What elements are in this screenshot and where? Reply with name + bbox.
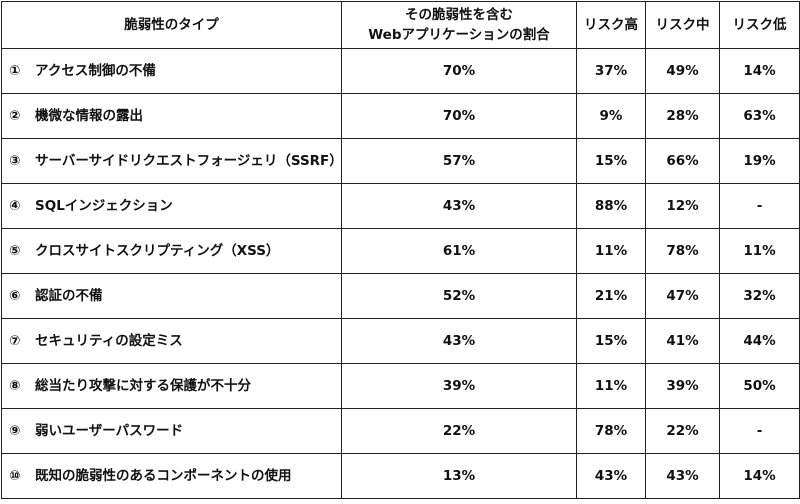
row-index: ③ — [9, 153, 21, 169]
cell-vulnerability-type: ③ サーバーサイドリクエストフォージェリ（SSRF） — [1, 138, 343, 184]
cell-webapp-ratio: 70% — [341, 48, 577, 94]
row-index: ① — [9, 63, 21, 79]
vulnerability-type-label: 既知の脆弱性のあるコンポーネントの使用 — [35, 468, 292, 484]
vulnerability-type-label: アクセス制御の不備 — [35, 63, 156, 79]
table-row: ⑥ 認証の不備 52% 21% 47% 32% — [1, 273, 800, 319]
row-index: ⑩ — [9, 468, 21, 484]
cell-risk-mid: 43% — [645, 453, 720, 499]
header-webapp-ratio: その脆弱性を含む Webアプリケーションの割合 — [341, 1, 577, 49]
header-risk-high: リスク高 — [576, 1, 646, 49]
header-webapp-ratio-line1: その脆弱性を含む — [405, 7, 513, 23]
table-row: ① アクセス制御の不備 70% 37% 49% 14% — [1, 48, 800, 94]
table-body: ① アクセス制御の不備 70% 37% 49% 14% ② 機微な情報の露出 70% 9% 28% 6… — [1, 48, 800, 499]
header-vulnerability-type: 脆弱性のタイプ — [1, 1, 342, 49]
cell-risk-low: - — [719, 183, 800, 229]
vulnerability-type-label: SQLインジェクション — [35, 198, 173, 214]
cell-risk-high: 15% — [576, 318, 646, 364]
cell-risk-low: 14% — [719, 453, 800, 499]
vulnerability-type-label: 認証の不備 — [35, 288, 103, 304]
cell-webapp-ratio: 70% — [341, 93, 577, 139]
cell-risk-low: 50% — [719, 363, 800, 409]
cell-webapp-ratio: 43% — [341, 318, 577, 364]
cell-risk-mid: 66% — [645, 138, 720, 184]
row-index: ⑨ — [9, 423, 21, 439]
cell-risk-high: 11% — [576, 363, 646, 409]
cell-risk-low: 14% — [719, 48, 800, 94]
table-row: ⑤ クロスサイトスクリプティング（XSS） 61% 11% 78% 11% — [1, 228, 800, 274]
cell-risk-mid: 22% — [645, 408, 720, 454]
table-row: ③ サーバーサイドリクエストフォージェリ（SSRF） 57% 15% 66% 19% — [1, 138, 800, 184]
cell-risk-mid: 12% — [645, 183, 720, 229]
cell-webapp-ratio: 61% — [341, 228, 577, 274]
cell-risk-low: 19% — [719, 138, 800, 184]
row-index: ⑦ — [9, 333, 21, 349]
row-index: ④ — [9, 198, 21, 214]
table-row: ⑨ 弱いユーザーパスワード 22% 78% 22% - — [1, 408, 800, 454]
cell-webapp-ratio: 22% — [341, 408, 577, 454]
cell-risk-low: - — [719, 408, 800, 454]
cell-vulnerability-type: ④ SQLインジェクション — [1, 183, 342, 229]
vulnerability-type-label: セキュリティの設定ミス — [35, 333, 183, 349]
table-header-row: 脆弱性のタイプ その脆弱性を含む Webアプリケーションの割合 リスク高 リスク… — [1, 1, 800, 49]
row-index: ② — [9, 108, 21, 124]
cell-vulnerability-type: ⑥ 認証の不備 — [1, 273, 342, 319]
row-index: ⑤ — [9, 243, 21, 259]
header-risk-mid: リスク中 — [645, 1, 720, 49]
vulnerability-type-label: サーバーサイドリクエストフォージェリ（SSRF） — [35, 153, 343, 169]
cell-risk-low: 11% — [719, 228, 800, 274]
cell-webapp-ratio: 52% — [341, 273, 577, 319]
vulnerability-type-label: 機微な情報の露出 — [35, 108, 143, 124]
cell-vulnerability-type: ⑤ クロスサイトスクリプティング（XSS） — [1, 228, 342, 274]
cell-vulnerability-type: ⑧ 総当たり攻撃に対する保護が不十分 — [1, 363, 342, 409]
cell-webapp-ratio: 43% — [341, 183, 577, 229]
row-index: ⑧ — [9, 378, 21, 394]
cell-vulnerability-type: ① アクセス制御の不備 — [1, 48, 342, 94]
table-row: ⑩ 既知の脆弱性のあるコンポーネントの使用 13% 43% 43% 14% — [1, 453, 800, 499]
vulnerability-type-label: 総当たり攻撃に対する保護が不十分 — [35, 378, 251, 394]
cell-risk-high: 88% — [576, 183, 646, 229]
cell-risk-high: 21% — [576, 273, 646, 319]
cell-risk-mid: 78% — [645, 228, 720, 274]
header-webapp-ratio-line2: Webアプリケーションの割合 — [368, 27, 550, 43]
vulnerability-type-label: 弱いユーザーパスワード — [35, 423, 184, 439]
cell-webapp-ratio: 13% — [341, 453, 577, 499]
cell-risk-low: 44% — [719, 318, 800, 364]
cell-webapp-ratio: 57% — [341, 138, 577, 184]
cell-vulnerability-type: ⑨ 弱いユーザーパスワード — [1, 408, 342, 454]
table-row: ④ SQLインジェクション 43% 88% 12% - — [1, 183, 800, 229]
cell-risk-high: 15% — [576, 138, 646, 184]
vulnerability-type-label: クロスサイトスクリプティング（XSS） — [35, 243, 280, 259]
cell-risk-mid: 39% — [645, 363, 720, 409]
cell-risk-high: 43% — [576, 453, 646, 499]
cell-risk-high: 78% — [576, 408, 646, 454]
cell-risk-high: 9% — [576, 93, 646, 139]
cell-risk-mid: 49% — [645, 48, 720, 94]
header-risk-low: リスク低 — [719, 1, 800, 49]
cell-risk-low: 63% — [719, 93, 800, 139]
cell-vulnerability-type: ⑩ 既知の脆弱性のあるコンポーネントの使用 — [1, 453, 342, 499]
cell-risk-mid: 41% — [645, 318, 720, 364]
cell-risk-mid: 28% — [645, 93, 720, 139]
table-row: ⑦ セキュリティの設定ミス 43% 15% 41% 44% — [1, 318, 800, 364]
cell-vulnerability-type: ⑦ セキュリティの設定ミス — [1, 318, 342, 364]
table-row: ⑧ 総当たり攻撃に対する保護が不十分 39% 11% 39% 50% — [1, 363, 800, 409]
cell-vulnerability-type: ② 機微な情報の露出 — [1, 93, 342, 139]
row-index: ⑥ — [9, 288, 21, 304]
cell-risk-mid: 47% — [645, 273, 720, 319]
cell-webapp-ratio: 39% — [341, 363, 577, 409]
cell-risk-high: 11% — [576, 228, 646, 274]
table-row: ② 機微な情報の露出 70% 9% 28% 63% — [1, 93, 800, 139]
cell-risk-high: 37% — [576, 48, 646, 94]
cell-risk-low: 32% — [719, 273, 800, 319]
